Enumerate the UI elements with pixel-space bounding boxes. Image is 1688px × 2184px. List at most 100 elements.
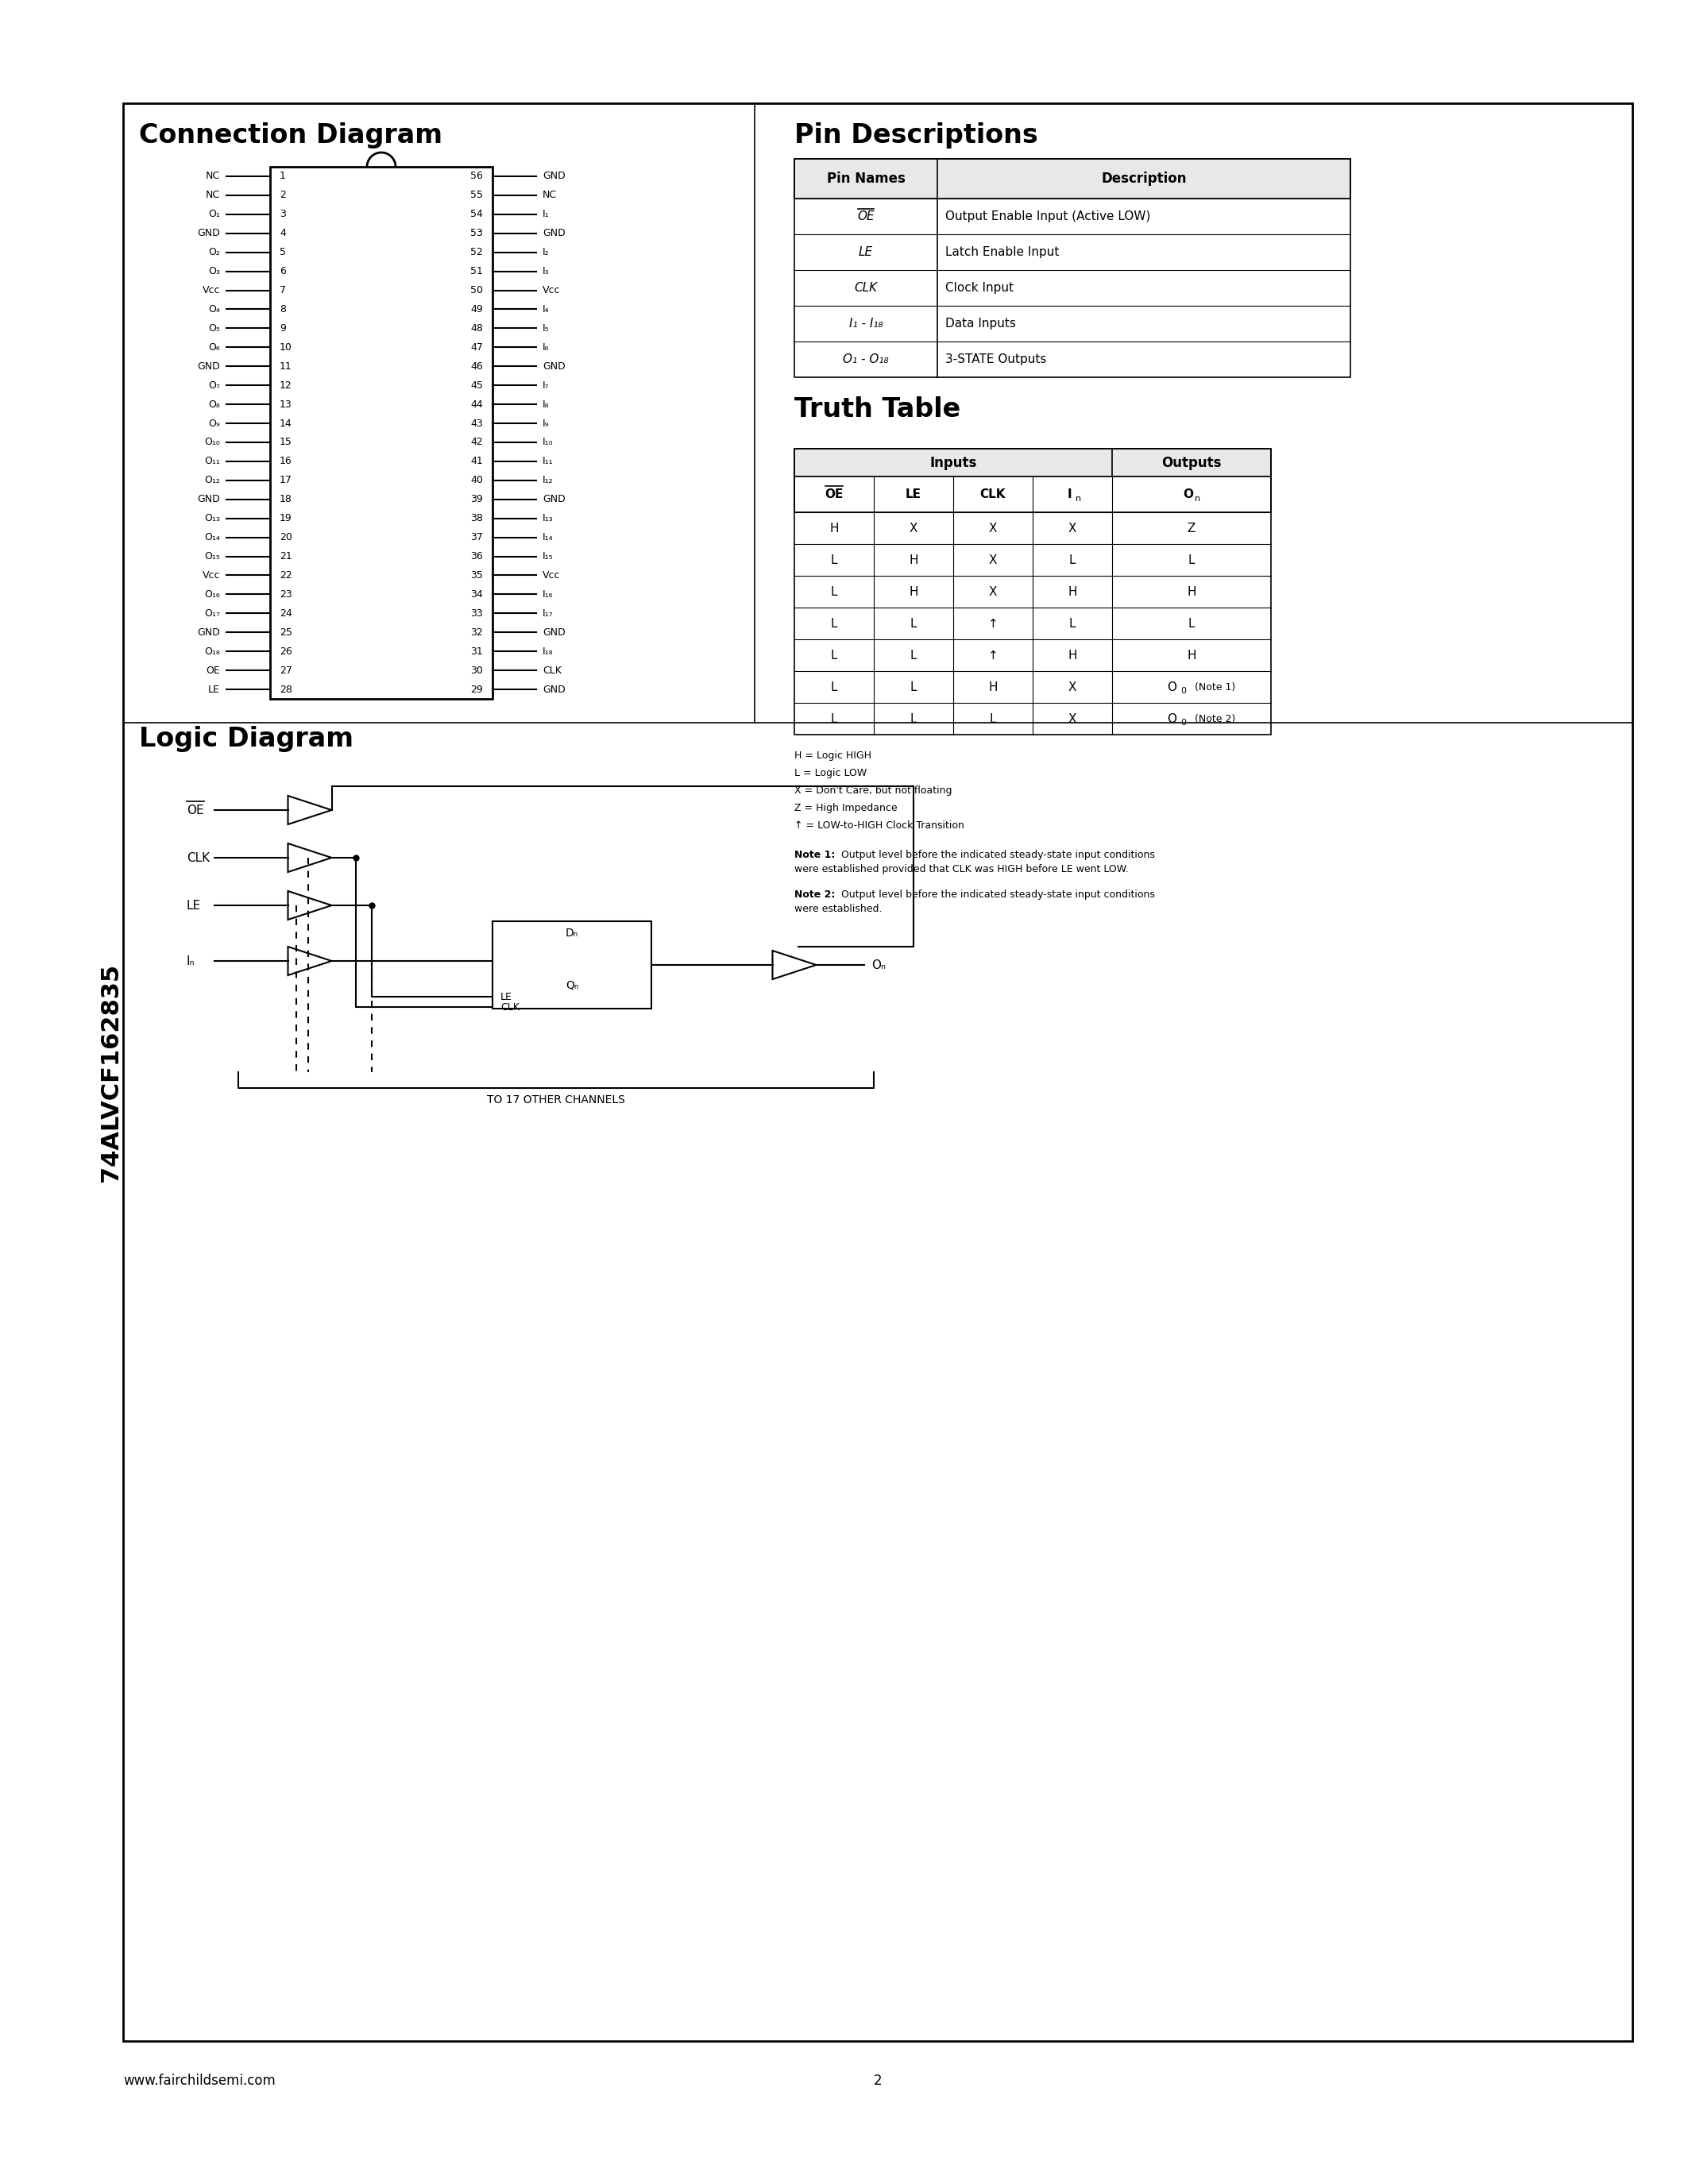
Text: H: H [1187,585,1197,598]
Text: 3-STATE Outputs: 3-STATE Outputs [945,354,1047,365]
Bar [795,159,1350,378]
Text: Qₙ: Qₙ [565,978,579,989]
Text: NC: NC [206,190,219,201]
Text: 55: 55 [471,190,483,201]
Text: L: L [830,681,837,692]
Text: Vᴄᴄ: Vᴄᴄ [542,286,560,295]
Text: 51: 51 [471,266,483,277]
Text: 50: 50 [471,286,483,295]
Text: 13: 13 [280,400,292,408]
Text: 27: 27 [280,666,292,675]
Bar [795,476,1271,513]
Text: H = Logic HIGH: H = Logic HIGH [795,751,871,760]
Text: Z = High Impedance: Z = High Impedance [795,804,898,812]
Text: I₈: I₈ [542,400,549,408]
Text: 42: 42 [471,437,483,448]
Text: X: X [910,522,918,535]
Text: LE: LE [187,900,201,911]
Text: L: L [830,555,837,566]
Text: O₁₆: O₁₆ [204,590,219,601]
Text: L: L [910,649,917,662]
Text: O: O [1166,681,1177,692]
Text: O₆: O₆ [208,343,219,352]
Text: 1: 1 [280,170,285,181]
Text: L: L [1069,618,1075,629]
Text: 15: 15 [280,437,292,448]
Text: TO 17 OTHER CHANNELS: TO 17 OTHER CHANNELS [488,1094,625,1105]
Text: Output level before the indicated steady-state input conditions: Output level before the indicated steady… [837,850,1155,860]
Text: I₁: I₁ [542,210,549,218]
Text: 4: 4 [280,227,285,238]
Text: CLK: CLK [542,666,562,675]
Text: 11: 11 [280,360,292,371]
Text: 36: 36 [471,550,483,561]
Text: 34: 34 [471,590,483,601]
Text: 30: 30 [471,666,483,675]
Text: O₁₈: O₁₈ [204,646,219,657]
Text: X = Don't Care, but not floating: X = Don't Care, but not floating [795,786,952,795]
Text: 52: 52 [471,247,483,258]
Text: I₁₅: I₁₅ [542,550,554,561]
Text: L: L [910,681,917,692]
Text: 5: 5 [280,247,285,258]
Text: L: L [830,618,837,629]
Text: O: O [1166,712,1177,725]
Text: H: H [1187,649,1197,662]
Text: (Note 1): (Note 1) [1195,681,1236,692]
Text: O₈: O₈ [208,400,219,408]
Text: I₁ - I₁₈: I₁ - I₁₈ [849,317,883,330]
Text: 32: 32 [471,627,483,638]
Text: O₁₀: O₁₀ [204,437,219,448]
Text: Note 2:: Note 2: [795,889,836,900]
Text: 28: 28 [280,684,292,695]
Text: Dₙ: Dₙ [565,928,579,939]
Text: LE: LE [905,489,922,500]
Text: 9: 9 [280,323,285,334]
Text: I₄: I₄ [542,304,549,314]
Text: 19: 19 [280,513,292,524]
Text: GND: GND [542,227,565,238]
Text: 53: 53 [471,227,483,238]
Text: 17: 17 [280,476,292,485]
Text: I₁₂: I₁₂ [542,476,554,485]
Text: 22: 22 [280,570,292,581]
Text: were established provided that CLK was HIGH before LE went LOW.: were established provided that CLK was H… [795,865,1129,874]
Text: 24: 24 [280,607,292,618]
Text: O₉: O₉ [208,417,219,428]
Text: X: X [989,585,998,598]
Text: Iₙ: Iₙ [187,954,196,968]
Text: 35: 35 [471,570,483,581]
Text: I₃: I₃ [542,266,549,277]
Text: 2: 2 [280,190,285,201]
Text: www.fairchildsemi.com: www.fairchildsemi.com [123,2073,275,2088]
Text: OE: OE [187,804,204,817]
Text: 16: 16 [280,456,292,467]
Text: 40: 40 [471,476,483,485]
Text: 39: 39 [471,494,483,505]
Text: 54: 54 [471,210,483,218]
Text: CLK: CLK [500,1002,520,1011]
Text: 41: 41 [471,456,483,467]
Text: ↑ = LOW-to-HIGH Clock Transition: ↑ = LOW-to-HIGH Clock Transition [795,821,964,830]
Text: 21: 21 [280,550,292,561]
Text: GND: GND [197,360,219,371]
Text: I₁₆: I₁₆ [542,590,554,601]
Text: Note 1:: Note 1: [795,850,836,860]
Text: X: X [1069,712,1077,725]
Text: 20: 20 [280,533,292,542]
Text: L = Logic LOW: L = Logic LOW [795,769,868,778]
Text: I₁₈: I₁₈ [542,646,554,657]
Text: ↑: ↑ [987,618,998,629]
Text: Logic Diagram: Logic Diagram [138,725,353,751]
Text: I₂: I₂ [542,247,549,258]
Text: 47: 47 [471,343,483,352]
Text: 56: 56 [471,170,483,181]
Bar [123,103,1632,2042]
Text: 43: 43 [471,417,483,428]
Text: I₁₄: I₁₄ [542,533,554,542]
Text: 31: 31 [471,646,483,657]
Text: Clock Input: Clock Input [945,282,1013,295]
Bar [795,448,1271,476]
Text: I: I [1067,489,1072,500]
Text: L: L [910,712,917,725]
